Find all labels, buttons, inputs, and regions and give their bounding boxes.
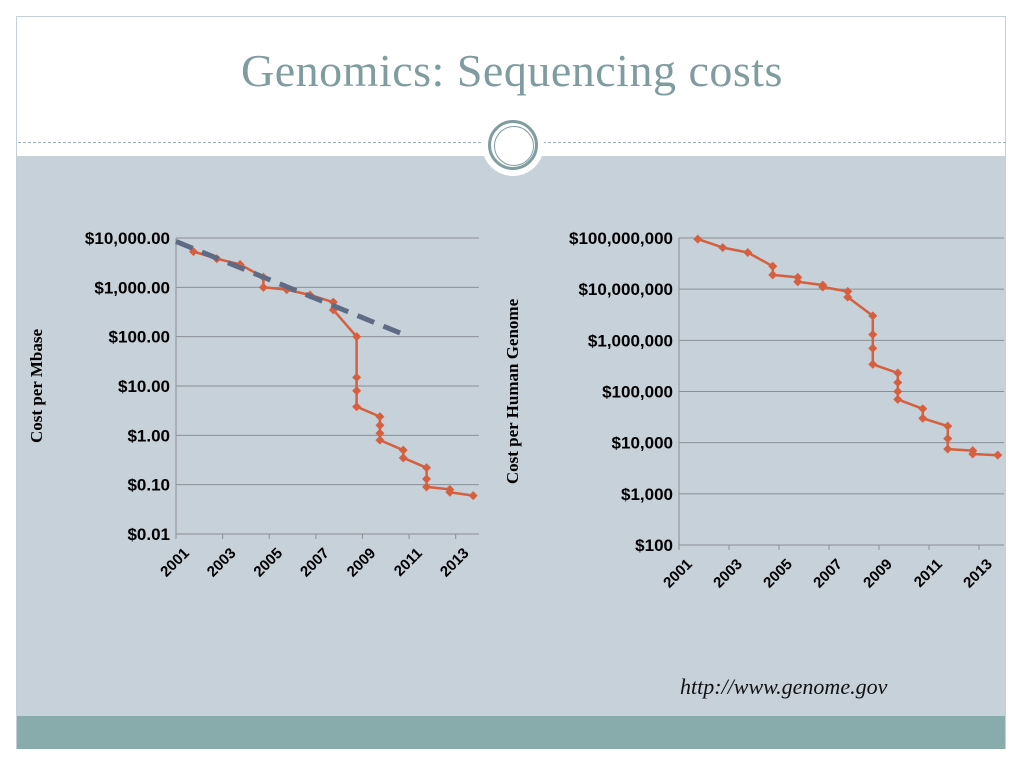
data-point-marker [352,402,362,412]
y-tick-label: $100,000 [602,383,673,402]
y-tick-label: $10,000,000 [578,280,673,299]
badge-ring-icon [488,120,538,170]
data-point-marker [352,386,362,396]
data-point-marker [968,449,978,459]
moores-law-trend-line [175,239,411,339]
y-tick-label: $1,000.00 [94,278,170,297]
badge-inner-ring-icon [494,126,534,166]
data-point-marker [993,450,1003,460]
data-point-marker [868,359,878,369]
x-tick-label: 2001 [660,556,696,592]
series-line [697,237,998,457]
x-tick-label: 2005 [760,556,796,592]
slide-title: Genomics: Sequencing costs [241,45,783,96]
data-point-marker [893,387,903,396]
data-point-marker [352,332,362,342]
data-point-marker [398,453,408,463]
data-point-marker [893,368,903,378]
y-tick-label: $10.00 [118,377,170,396]
data-point-marker [375,420,385,430]
x-tick-label: 2013 [960,556,996,592]
y-tick-label: $10,000 [612,434,673,453]
y-axis-title: Cost per Human Genome [503,298,522,484]
y-tick-label: $100,000,000 [569,229,673,248]
source-url: http://www.genome.gov [680,674,888,699]
data-point-marker [718,243,728,253]
data-point-marker [893,377,903,387]
y-tick-label: $100 [635,536,673,555]
data-point-marker [818,282,828,292]
x-tick-label: 2003 [710,556,746,592]
y-tick-label: $0.01 [127,525,170,544]
data-point-marker [868,311,878,321]
y-tick-label: $0.10 [127,476,170,495]
y-axis-title: Cost per Mbase [27,329,46,443]
data-point-marker [375,435,385,445]
data-point-marker [918,413,928,423]
data-point-marker [868,330,878,340]
data-point-marker [943,421,953,431]
data-point-marker [843,287,853,297]
y-tick-label: $10,000.00 [85,229,170,248]
data-point-marker [375,428,385,438]
footer-bar [17,716,1005,749]
data-point-marker [943,444,953,454]
data-point-marker [352,372,362,382]
data-point-marker [693,234,703,244]
x-tick-label: 2011 [911,556,946,591]
data-point-marker [843,292,853,302]
x-tick-label: 2007 [810,556,846,592]
y-tick-label: $1,000 [621,485,673,504]
content-panel [17,156,1005,716]
y-tick-label: $100.00 [109,328,170,347]
data-point-marker [943,434,953,444]
x-tick-label: 2009 [860,556,896,592]
data-point-marker [375,412,385,422]
data-point-marker [793,277,803,287]
data-point-marker [422,474,432,484]
data-point-marker [258,282,268,292]
data-point-marker [743,248,753,258]
data-point-marker [868,343,878,353]
y-tick-label: $1.00 [127,426,170,445]
data-point-marker [422,463,432,473]
data-point-marker [918,404,928,414]
data-point-marker [893,394,903,404]
data-point-marker [445,487,455,497]
data-point-marker [468,491,478,501]
y-tick-label: $1,000,000 [588,331,673,350]
data-point-marker [768,270,778,280]
data-point-marker [398,445,408,455]
data-point-marker [768,261,778,271]
data-point-marker [422,482,432,492]
